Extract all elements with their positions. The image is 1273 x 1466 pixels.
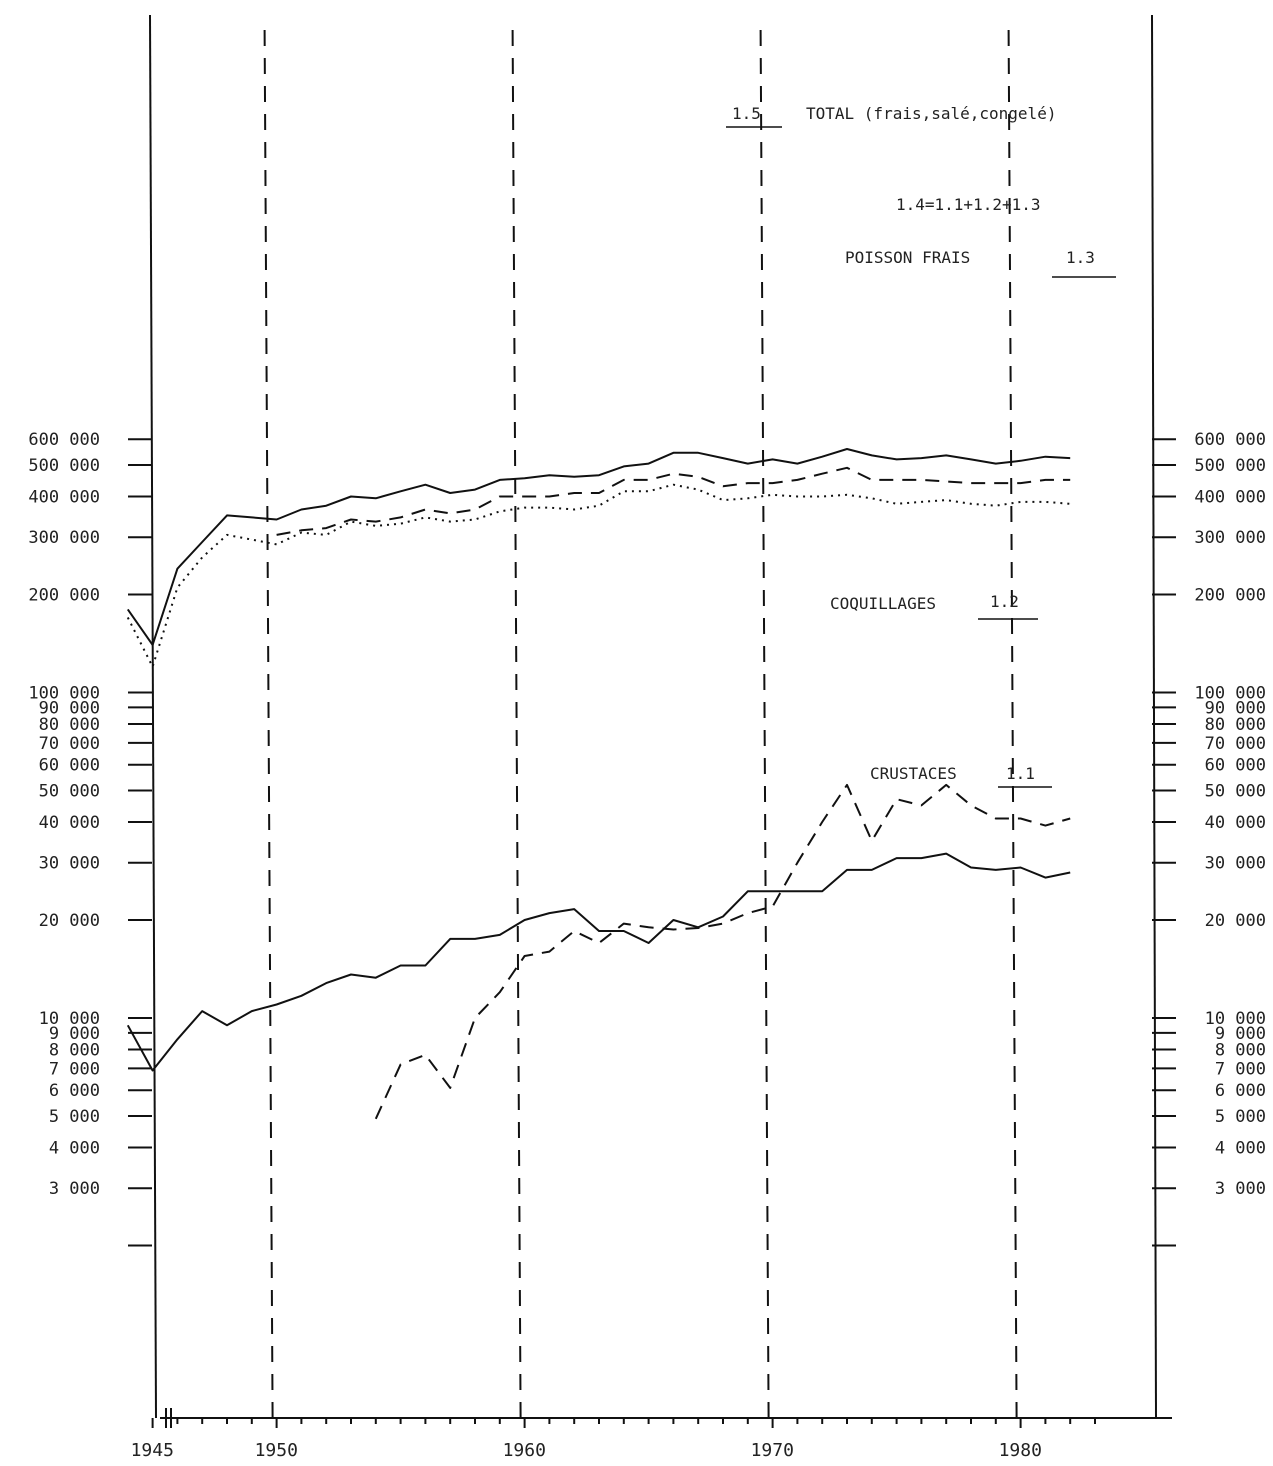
x-ticks: 1945 1950 1960 1970 1980 bbox=[131, 1418, 1096, 1461]
y-tick-label-left: 3 000 bbox=[49, 1179, 100, 1199]
x-tick-label: 1950 bbox=[255, 1440, 298, 1461]
y-tick-label-right: 500 000 bbox=[1194, 456, 1266, 476]
y-axis-left bbox=[149, 14, 157, 1419]
y-tick-label-left: 6 000 bbox=[49, 1081, 100, 1101]
y-tick-label-right: 100 000 bbox=[1194, 684, 1266, 704]
coquillages-label-number: 1.2 bbox=[990, 592, 1019, 611]
total-label: 1.5 TOTAL (frais,salé,congelé) bbox=[726, 104, 1056, 128]
series-layer bbox=[126, 448, 1071, 1120]
y-tick-label-right: 80 000 bbox=[1205, 715, 1266, 735]
y-tick-label-left: 7 000 bbox=[49, 1059, 100, 1079]
y-tick-label-left: 9 000 bbox=[49, 1024, 100, 1044]
y-tick-label-left: 20 000 bbox=[39, 911, 100, 931]
series-line-2 bbox=[276, 466, 1071, 536]
grid-layer bbox=[263, 29, 1018, 1419]
y-tick-label-right: 5 000 bbox=[1215, 1107, 1266, 1127]
decade-gridline bbox=[1007, 29, 1018, 1419]
x-tick-label: 1960 bbox=[503, 1440, 546, 1461]
y-tick-label-left: 400 000 bbox=[28, 488, 100, 508]
y-tick-label-right: 7 000 bbox=[1215, 1059, 1266, 1079]
y-tick-label-right: 600 000 bbox=[1194, 430, 1266, 450]
y-tick-label-right: 90 000 bbox=[1205, 698, 1266, 718]
x-tick-label: 1945 bbox=[131, 1440, 174, 1461]
y-tick-label-left: 60 000 bbox=[39, 756, 100, 776]
y-tick-label-right: 300 000 bbox=[1194, 528, 1266, 548]
y-tick-label-right: 40 000 bbox=[1205, 813, 1266, 833]
y-tick-label-left: 10 000 bbox=[39, 1009, 100, 1029]
y-tick-label-right: 70 000 bbox=[1205, 734, 1266, 754]
y-tick-label-left: 50 000 bbox=[39, 781, 100, 801]
y-tick-label-left: 5 000 bbox=[49, 1107, 100, 1127]
series-line-1 bbox=[126, 448, 1071, 646]
series-line-4 bbox=[374, 783, 1071, 1120]
y-tick-label-left: 90 000 bbox=[39, 698, 100, 718]
y-tick-label-right: 4 000 bbox=[1215, 1139, 1266, 1159]
y-ticks-left: 600 000 500 000 400 000 300 000 200 000 100 0… bbox=[28, 430, 152, 1247]
y-tick-label-right: 8 000 bbox=[1215, 1041, 1266, 1061]
coquillages-label: COQUILLAGES 1.2 bbox=[830, 592, 1038, 620]
y-tick-label-left: 30 000 bbox=[39, 854, 100, 874]
series-line-3 bbox=[126, 483, 1071, 668]
y-tick-label-right: 9 000 bbox=[1215, 1024, 1266, 1044]
crustaces-label-text: CRUSTACES bbox=[870, 764, 957, 783]
x-tick-label: 1980 bbox=[999, 1440, 1042, 1461]
y-tick-label-left: 8 000 bbox=[49, 1041, 100, 1061]
y-tick-label-right: 60 000 bbox=[1205, 756, 1266, 776]
x-tick-label: 1970 bbox=[751, 1440, 794, 1461]
y-tick-label-left: 200 000 bbox=[28, 586, 100, 606]
coquillages-label-text: COQUILLAGES bbox=[830, 594, 936, 613]
y-tick-label-left: 300 000 bbox=[28, 528, 100, 548]
decade-gridline bbox=[759, 29, 770, 1419]
decade-gridline bbox=[511, 29, 522, 1419]
total-label-text: TOTAL (frais,salé,congelé) bbox=[806, 104, 1056, 123]
y-tick-label-left: 500 000 bbox=[28, 456, 100, 476]
y-tick-label-left: 100 000 bbox=[28, 684, 100, 704]
y-tick-label-right: 10 000 bbox=[1205, 1009, 1266, 1029]
y-tick-label-left: 70 000 bbox=[39, 734, 100, 754]
poisson-label-number: 1.3 bbox=[1066, 248, 1095, 267]
crustaces-label-number: 1.1 bbox=[1006, 764, 1035, 783]
y-tick-label-right: 20 000 bbox=[1205, 911, 1266, 931]
y-tick-label-right: 200 000 bbox=[1194, 586, 1266, 606]
total-label-number: 1.5 bbox=[732, 104, 761, 123]
y-tick-label-left: 4 000 bbox=[49, 1139, 100, 1159]
y-tick-label-right: 400 000 bbox=[1194, 488, 1266, 508]
poisson-label: POISSON FRAIS 1.3 bbox=[845, 248, 1116, 278]
axes-layer bbox=[149, 14, 1172, 1428]
y-tick-label-left: 600 000 bbox=[28, 430, 100, 450]
y-tick-label-right: 3 000 bbox=[1215, 1179, 1266, 1199]
decade-gridline bbox=[263, 29, 274, 1419]
y-tick-label-left: 80 000 bbox=[39, 715, 100, 735]
y-tick-label-right: 30 000 bbox=[1205, 854, 1266, 874]
y-tick-label-left: 40 000 bbox=[39, 813, 100, 833]
sum-label: 1.4=1.1+1.2+1.3 bbox=[896, 195, 1041, 214]
crustaces-label: CRUSTACES 1.1 bbox=[870, 764, 1052, 788]
y-ticks-right: 600 000 500 000 400 000 300 000 200 000 100 0… bbox=[1152, 430, 1266, 1247]
y-axis-right bbox=[1151, 14, 1157, 1419]
y-tick-label-right: 6 000 bbox=[1215, 1081, 1266, 1101]
poisson-label-text: POISSON FRAIS bbox=[845, 248, 970, 267]
y-tick-label-right: 50 000 bbox=[1205, 781, 1266, 801]
